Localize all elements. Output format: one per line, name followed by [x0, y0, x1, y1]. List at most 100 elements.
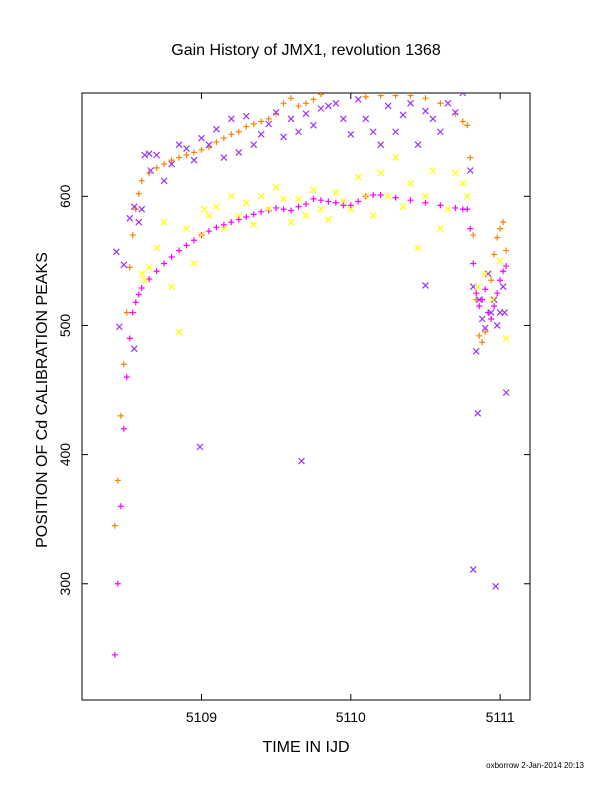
data-point: [212, 203, 220, 211]
data-point: [287, 115, 295, 123]
data-point: [176, 247, 183, 254]
data-point: [310, 195, 317, 202]
series-3: [138, 154, 510, 342]
data-point: [191, 237, 197, 244]
data-point: [384, 102, 392, 110]
data-point: [451, 169, 459, 177]
data-point: [444, 205, 452, 213]
data-point: [196, 443, 204, 451]
data-point: [146, 275, 153, 282]
data-point: [347, 130, 355, 138]
data-point: [287, 218, 295, 226]
data-point: [114, 580, 121, 587]
data-point: [138, 285, 145, 292]
data-point: [332, 99, 340, 107]
data-point: [168, 157, 175, 164]
data-point: [190, 260, 198, 267]
data-point: [347, 205, 355, 213]
data-point: [407, 179, 414, 187]
data-point: [228, 131, 235, 138]
data-point: [273, 204, 280, 211]
data-point: [129, 232, 136, 239]
data-point: [491, 251, 498, 258]
data-point: [117, 412, 124, 419]
data-point: [463, 192, 471, 200]
data-point: [303, 201, 309, 208]
data-point: [288, 207, 295, 214]
data-point: [250, 120, 257, 127]
footer-credit: oxborrow 2-Jan-2014 20:13: [486, 761, 584, 770]
data-point: [227, 115, 235, 123]
data-point: [153, 244, 161, 252]
data-point: [130, 203, 138, 211]
data-point: [481, 324, 489, 332]
data-point: [183, 151, 190, 158]
y-tick-label: 600: [57, 184, 73, 208]
data-point: [258, 208, 265, 215]
data-point: [138, 177, 145, 184]
data-point: [295, 203, 302, 210]
data-point: [242, 112, 250, 120]
data-point: [459, 179, 467, 187]
data-point: [339, 115, 347, 123]
data-point: [422, 199, 429, 206]
data-point: [377, 169, 385, 177]
data-point: [466, 167, 474, 174]
data-point: [129, 309, 136, 316]
data-point: [377, 192, 384, 199]
data-point: [120, 361, 127, 368]
data-point: [459, 93, 467, 97]
data-point: [317, 197, 324, 204]
data-point: [485, 309, 492, 316]
data-point: [503, 247, 510, 254]
data-point: [176, 154, 183, 161]
data-point: [303, 100, 309, 107]
data-point: [198, 134, 205, 142]
data-point: [392, 194, 399, 201]
data-point: [141, 151, 149, 159]
data-point: [497, 277, 504, 284]
data-point: [488, 277, 495, 284]
data-point: [115, 323, 123, 331]
data-point: [243, 123, 250, 130]
data-point: [422, 192, 429, 200]
data-point: [473, 290, 480, 297]
series-2: [112, 93, 510, 590]
data-point: [280, 206, 287, 213]
x-tick-label: 5110: [336, 709, 366, 725]
data-point: [191, 149, 197, 156]
data-point: [310, 96, 317, 103]
data-point: [112, 248, 120, 256]
x-tick-label: 5111: [486, 709, 515, 725]
data-point: [198, 231, 205, 239]
data-point: [175, 328, 183, 336]
data-point: [183, 242, 190, 249]
data-point: [138, 270, 146, 278]
data-point: [183, 225, 190, 233]
data-point: [205, 141, 213, 149]
data-point: [452, 204, 459, 211]
data-point: [436, 128, 444, 136]
data-point: [332, 189, 340, 196]
data-point: [489, 296, 497, 304]
data-point: [492, 582, 500, 590]
data-point: [479, 339, 486, 346]
data-point: [135, 190, 142, 197]
data-point: [168, 160, 176, 168]
data-point: [126, 335, 133, 342]
data-point: [370, 192, 377, 199]
data-point: [220, 135, 227, 142]
data-point: [265, 120, 273, 128]
data-point: [250, 141, 258, 149]
data-point: [132, 206, 139, 213]
data-point: [469, 566, 477, 573]
y-tick-label: 300: [57, 572, 73, 596]
data-point: [120, 425, 127, 432]
data-point: [444, 99, 452, 107]
data-point: [479, 296, 486, 303]
data-point: [317, 205, 325, 213]
data-point: [153, 151, 161, 159]
data-point: [295, 128, 302, 136]
data-point: [145, 150, 153, 158]
